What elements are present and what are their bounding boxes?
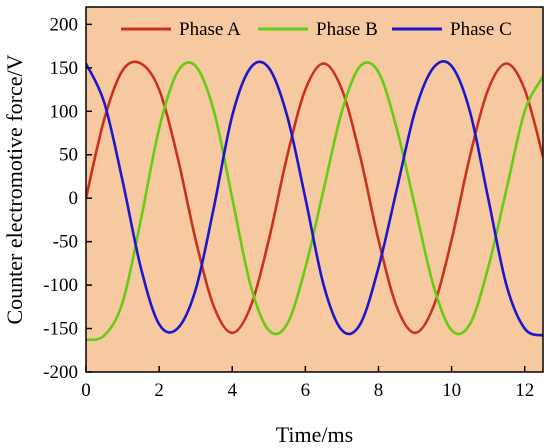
y-tick-label: 150 [50,58,79,79]
x-tick-label: 8 [374,380,384,401]
y-tick-label: -100 [43,275,78,296]
x-tick-label: 10 [442,380,461,401]
y-tick-label: 0 [69,188,79,209]
x-tick-label: 4 [227,380,237,401]
legend-label: Phase A [179,19,241,40]
legend-entry-phase-c: Phase C [392,19,512,40]
x-axis-title: Time/ms [276,422,353,447]
y-tick-label: 50 [59,145,78,166]
legend-entry-phase-b: Phase B [258,19,378,40]
y-tick-label: -200 [43,362,78,383]
plot-background [86,7,543,372]
plot-frame [85,6,544,373]
x-tick-label: 0 [81,380,91,401]
y-axis-title: Counter electromotive force/V [2,54,27,324]
x-tick-label: 12 [515,380,534,401]
series-line-phase-a [86,60,543,335]
legend-label: Phase C [450,19,512,40]
series-layer [86,60,543,342]
x-tick-label: 6 [301,380,311,401]
ticks-layer: 0 2 4 6 8 10 12 -200 -150 -100 -50 0 50 100 150 200 [43,14,534,401]
y-tick-label: 100 [50,101,79,122]
y-tick-label: -50 [53,232,78,253]
legend-label: Phase B [316,19,378,40]
legend: Phase A Phase B Phase C [121,19,512,40]
series-line-phase-b [86,61,543,342]
series-line-phase-c [86,60,543,337]
y-tick-label: -150 [43,319,78,340]
y-tick-label: 200 [50,14,79,35]
x-tick-label: 2 [154,380,164,401]
legend-entry-phase-a: Phase A [121,19,241,40]
